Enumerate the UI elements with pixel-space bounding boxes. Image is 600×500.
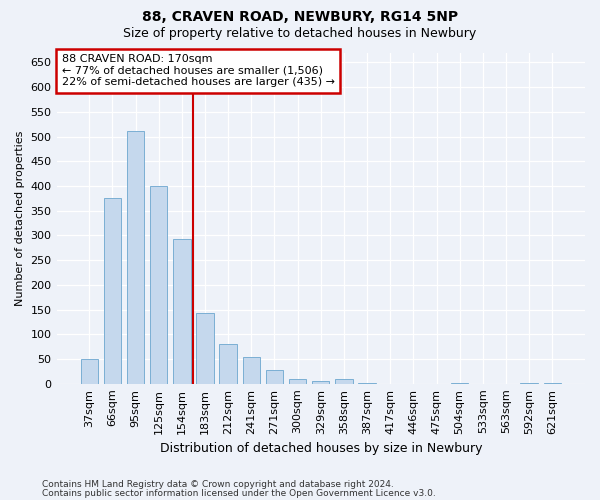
Bar <box>242 356 260 384</box>
Text: 88, CRAVEN ROAD, NEWBURY, RG14 5NP: 88, CRAVEN ROAD, NEWBURY, RG14 5NP <box>142 10 458 24</box>
Text: Contains HM Land Registry data © Crown copyright and database right 2024.: Contains HM Land Registry data © Crown c… <box>42 480 394 489</box>
X-axis label: Distribution of detached houses by size in Newbury: Distribution of detached houses by size … <box>160 442 482 455</box>
Bar <box>196 313 214 384</box>
Bar <box>220 344 237 384</box>
Text: 88 CRAVEN ROAD: 170sqm
← 77% of detached houses are smaller (1,506)
22% of semi-: 88 CRAVEN ROAD: 170sqm ← 77% of detached… <box>62 54 335 88</box>
Bar <box>150 186 167 384</box>
Bar <box>289 380 307 384</box>
Text: Contains public sector information licensed under the Open Government Licence v3: Contains public sector information licen… <box>42 488 436 498</box>
Bar <box>173 239 191 384</box>
Y-axis label: Number of detached properties: Number of detached properties <box>15 130 25 306</box>
Bar <box>358 383 376 384</box>
Bar <box>451 383 469 384</box>
Bar <box>266 370 283 384</box>
Bar <box>312 382 329 384</box>
Bar <box>80 359 98 384</box>
Bar <box>335 379 353 384</box>
Text: Size of property relative to detached houses in Newbury: Size of property relative to detached ho… <box>124 28 476 40</box>
Bar <box>104 198 121 384</box>
Bar <box>127 130 144 384</box>
